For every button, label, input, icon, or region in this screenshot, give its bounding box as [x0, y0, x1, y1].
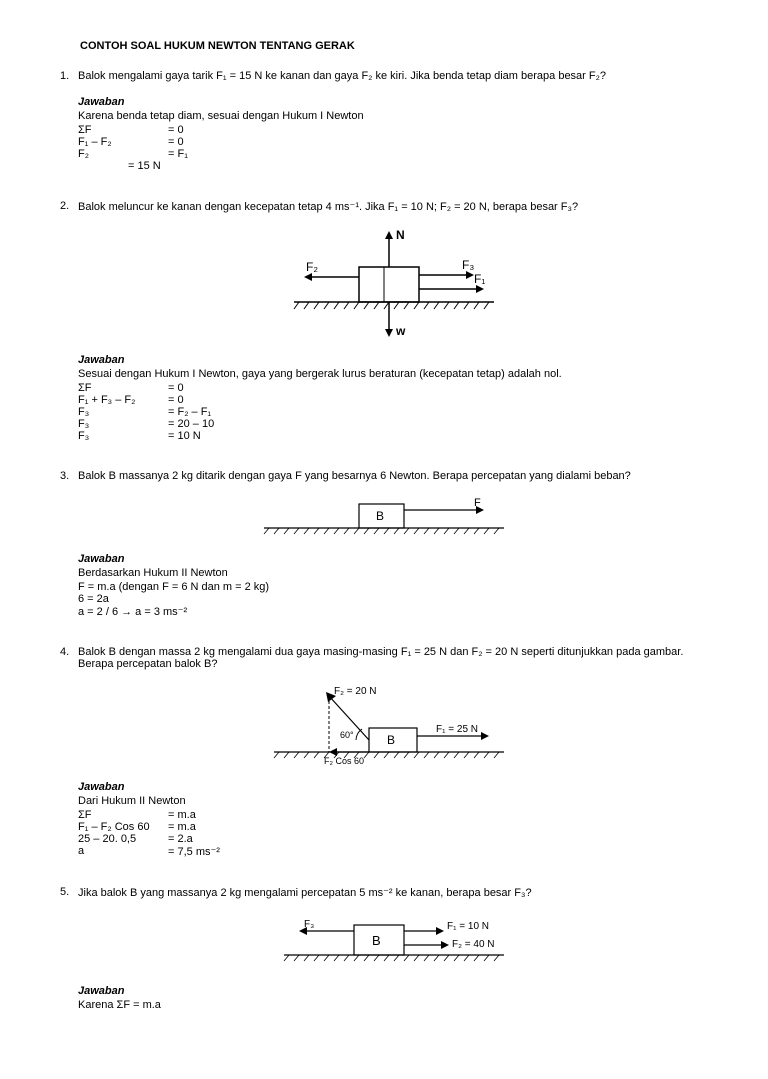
eq: F₃: [78, 418, 168, 430]
eq: = m.a: [168, 821, 708, 833]
eq: F₁ – F₂ Cos 60: [78, 821, 168, 833]
q2-answer-label: Jawaban: [78, 354, 708, 366]
q5-text: Jika balok B yang massanya 2 kg mengalam…: [78, 886, 708, 899]
svg-text:w: w: [395, 324, 406, 338]
eq: = 10 N: [168, 430, 708, 442]
eq: ΣF: [78, 809, 168, 821]
svg-text:60°: 60°: [340, 730, 354, 740]
eq: 25 – 20. 0,5: [78, 833, 168, 845]
eq: [78, 160, 128, 172]
q5-answer-desc: Karena ΣF = m.a: [78, 999, 708, 1011]
eq: F₃: [78, 430, 168, 442]
svg-text:B: B: [387, 733, 395, 747]
eq: F₂: [78, 148, 168, 160]
eq: = 0: [168, 136, 708, 148]
q2-answer-desc: Sesuai dengan Hukum I Newton, gaya yang …: [78, 368, 708, 380]
q4-diagram: B F₁ = 25 N F₂ = 20 N 60° F₂ Cos 60: [60, 684, 708, 769]
q4-text: Balok B dengan massa 2 kg mengalami dua …: [78, 646, 708, 670]
eq: = 15 N: [128, 160, 708, 172]
q3-answer-label: Jawaban: [78, 553, 708, 565]
q3-num: 3.: [60, 470, 78, 482]
eq: = 2.a: [168, 833, 708, 845]
q5-answer-label: Jawaban: [78, 985, 708, 997]
q4-answer-desc: Dari Hukum II Newton: [78, 795, 708, 807]
eq: = m.a: [168, 809, 708, 821]
eq: a: [78, 845, 168, 858]
eq: = 20 – 10: [168, 418, 708, 430]
svg-text:F₂ Cos 60: F₂ Cos 60: [324, 756, 364, 766]
q1-text: Balok mengalami gaya tarik F₁ = 15 N ke …: [78, 70, 708, 82]
eq: F₁ + F₃ – F₂: [78, 394, 168, 406]
svg-text:F₁ = 10 N: F₁ = 10 N: [447, 921, 489, 932]
problem-3: 3. Balok B massanya 2 kg ditarik dengan …: [60, 470, 708, 618]
eq: = 7,5 ms⁻²: [168, 845, 708, 858]
svg-text:B: B: [376, 509, 384, 523]
q2-text: Balok meluncur ke kanan dengan kecepatan…: [78, 200, 708, 213]
problem-5: 5. Jika balok B yang massanya 2 kg menga…: [60, 886, 708, 1011]
q3-text: Balok B massanya 2 kg ditarik dengan gay…: [78, 470, 708, 482]
svg-text:B: B: [372, 933, 381, 948]
problem-4: 4. Balok B dengan massa 2 kg mengalami d…: [60, 646, 708, 858]
q1-num: 1.: [60, 70, 78, 82]
eq: F = m.a (dengan F = 6 N dan m = 2 kg): [78, 581, 708, 593]
eq: = F₁: [168, 148, 708, 160]
eq: = 0: [168, 382, 708, 394]
eq: F₃: [78, 406, 168, 418]
page-title: CONTOH SOAL HUKUM NEWTON TENTANG GERAK: [80, 40, 708, 52]
q5-diagram: B F₃ F₁ = 10 N F₂ = 40 N: [60, 913, 708, 973]
eq: 6 = 2a: [78, 593, 708, 605]
q2-diagram: N w F₂ F₃ F₁: [60, 227, 708, 342]
q1-answer-label: Jawaban: [78, 96, 708, 108]
svg-text:F: F: [474, 497, 481, 509]
q1-answer-desc: Karena benda tetap diam, sesuai dengan H…: [78, 110, 708, 122]
q3-diagram: B F: [60, 496, 708, 541]
svg-text:N: N: [396, 228, 405, 242]
svg-text:F₁ = 25 N: F₁ = 25 N: [436, 724, 478, 735]
eq: = 0: [168, 394, 708, 406]
q3-answer-desc: Berdasarkan Hukum II Newton: [78, 567, 708, 579]
eq: a = 2 / 6 → a = 3 ms⁻²: [78, 605, 708, 618]
eq: ΣF: [78, 382, 168, 394]
svg-text:F₂ = 40 N: F₂ = 40 N: [452, 939, 495, 950]
svg-text:F₂ = 20 N: F₂ = 20 N: [334, 686, 377, 697]
problem-2: 2. Balok meluncur ke kanan dengan kecepa…: [60, 200, 708, 442]
eq: F₁ – F₂: [78, 136, 168, 148]
svg-text:F₃: F₃: [462, 258, 474, 272]
eq: = 0: [168, 124, 708, 136]
svg-text:F₃: F₃: [304, 919, 314, 930]
q4-num: 4.: [60, 646, 78, 658]
eq: ΣF: [78, 124, 168, 136]
svg-text:F₂: F₂: [306, 260, 318, 274]
q4-answer-label: Jawaban: [78, 781, 708, 793]
q5-num: 5.: [60, 886, 78, 898]
svg-text:F₁: F₁: [474, 272, 485, 286]
eq: = F₂ – F₁: [168, 406, 708, 418]
q2-num: 2.: [60, 200, 78, 212]
problem-1: 1. Balok mengalami gaya tarik F₁ = 15 N …: [60, 70, 708, 172]
